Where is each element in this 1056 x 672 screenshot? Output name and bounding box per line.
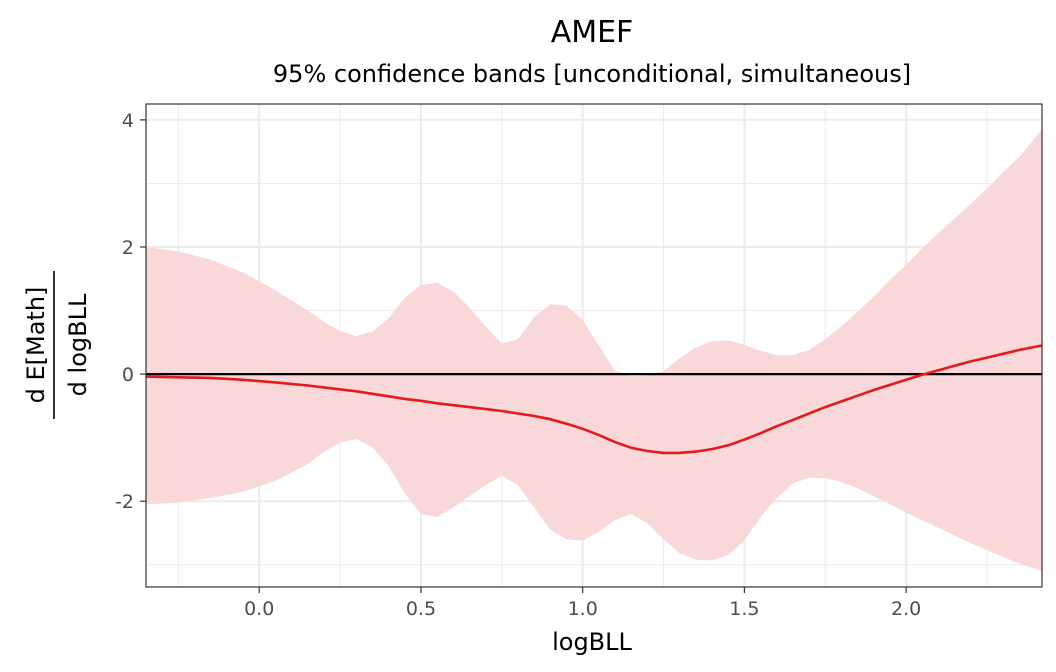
confidence-band	[146, 129, 1042, 572]
y-axis: -2 0 2 4	[115, 110, 146, 513]
y-tick-label: 4	[122, 110, 134, 132]
x-tick-label: 1.5	[729, 598, 759, 620]
estimate-line	[145, 344, 1043, 455]
x-tick-label: 2.0	[891, 598, 921, 620]
plot-panel-border	[145, 103, 1043, 588]
chart-title: AMEF	[551, 15, 634, 50]
y-axis-title-denominator: d logBLL	[64, 293, 92, 396]
y-axis-title: d E[Math] d logBLL	[22, 271, 92, 419]
x-tick-label: 1.0	[568, 598, 598, 620]
x-axis-title: logBLL	[552, 628, 632, 656]
x-axis: 0.0 0.5 1.0 1.5 2.0	[244, 587, 921, 620]
y-tick-label: 0	[122, 364, 134, 386]
x-tick-label: 0.5	[406, 598, 436, 620]
chart-subtitle: 95% confidence bands [unconditional, sim…	[273, 60, 911, 88]
y-axis-title-numerator: d E[Math]	[22, 287, 50, 404]
x-tick-label: 0.0	[244, 598, 274, 620]
y-tick-label: -2	[115, 491, 134, 513]
y-tick-label: 2	[122, 237, 134, 259]
